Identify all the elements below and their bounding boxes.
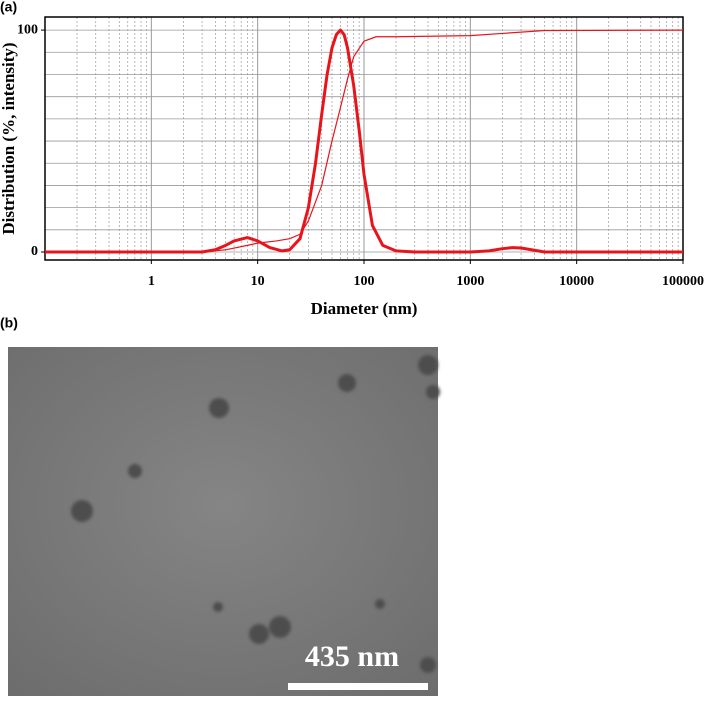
plot-frame [44,16,684,261]
y-tick-label: 0 [31,244,38,259]
panel-label: (b) [0,315,18,331]
x-tick-label: 1 [148,274,155,289]
x-axis-label: Diameter (nm) [311,299,418,318]
x-tick-label: 100 [354,274,375,289]
x-tick-label: 100000 [662,274,704,289]
scale-bar [288,683,428,690]
y-axis-label: Distribution (%, intensity) [0,42,18,234]
y-tick-label: 100 [17,22,38,37]
panel-label: (a) [0,0,17,15]
series-line [45,29,684,253]
x-tick-label: 10 [251,274,265,289]
x-tick-label: 10000 [559,274,594,289]
x-tick-label: 1000 [456,274,484,289]
tem-image: 435 nm [8,347,440,696]
scale-bar-label: 435 nm [305,640,399,673]
chart: 1 10 100 1000 10000 100000 0 100 Diameter (nm) Di… [0,16,704,318]
particles [71,355,440,673]
series-line [45,28,683,254]
